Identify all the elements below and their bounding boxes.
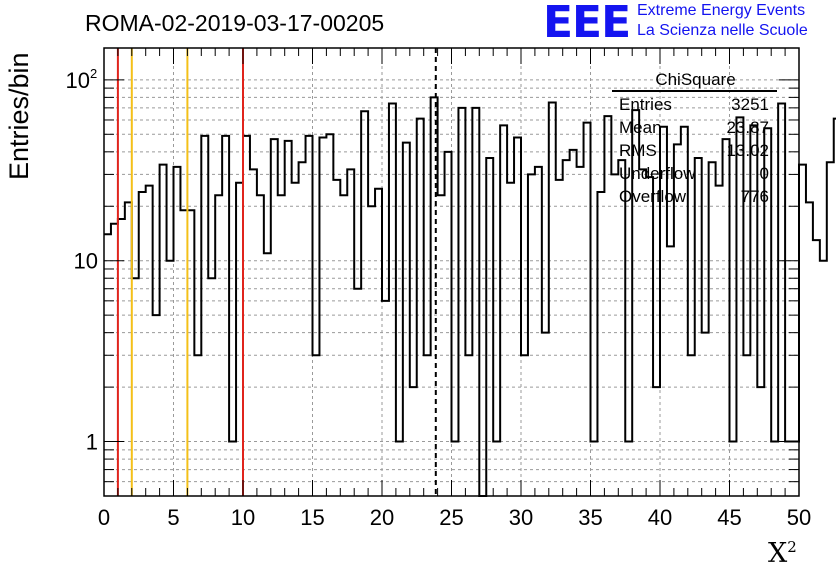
stats-row-label: Underflow: [619, 164, 696, 183]
histogram-step-line: [104, 96, 836, 497]
stats-row-value: 0: [760, 164, 769, 183]
x-tick-label: 10: [231, 505, 255, 530]
histogram-bars: [104, 96, 836, 497]
stats-row-label: RMS: [619, 141, 657, 160]
stats-row-value: 13.02: [726, 141, 769, 160]
stats-row-label: Entries: [619, 95, 672, 114]
x-tick-label: 20: [370, 505, 394, 530]
x-tick-label: 45: [717, 505, 741, 530]
x-tick-label: 0: [98, 505, 110, 530]
x-tick-label: 15: [300, 505, 324, 530]
x-axis-label: X2: [768, 538, 797, 569]
x-tick-label: 25: [439, 505, 463, 530]
y-tick-label: 10: [66, 68, 90, 93]
y-axis-label: Entries/bin: [4, 52, 34, 180]
y-tick-label: 1: [86, 430, 98, 455]
x-tick-label: 30: [509, 505, 533, 530]
stats-row-value: 3251: [731, 95, 769, 114]
x-tick-label: 5: [167, 505, 179, 530]
stats-row-value: 23.87: [726, 118, 769, 137]
x-tick-label: 40: [648, 505, 672, 530]
x-tick-label: 35: [578, 505, 602, 530]
stats-box: ChiSquare Entries 3251 Mean 23.87 RMS 13.02 Und…: [612, 70, 777, 206]
stats-row-label: Mean: [619, 118, 662, 137]
stats-title: ChiSquare: [655, 70, 735, 89]
chart-title: ROMA-02-2019-03-17-00205: [85, 10, 385, 36]
grid: [104, 48, 799, 496]
logo-line-1: Extreme Energy Events: [637, 2, 806, 19]
y-tick-label: 10: [74, 249, 98, 274]
stats-row-label: Overflow: [619, 187, 687, 206]
y-tick-label-exponent: 2: [90, 66, 97, 81]
logo-line-2: La Scienza nelle Scuole: [637, 22, 808, 39]
stats-row-value: 776: [741, 187, 769, 206]
x-tick-label: 50: [787, 505, 811, 530]
marker-lines: [116, 48, 437, 496]
eee-logo: EEE: [543, 0, 631, 48]
